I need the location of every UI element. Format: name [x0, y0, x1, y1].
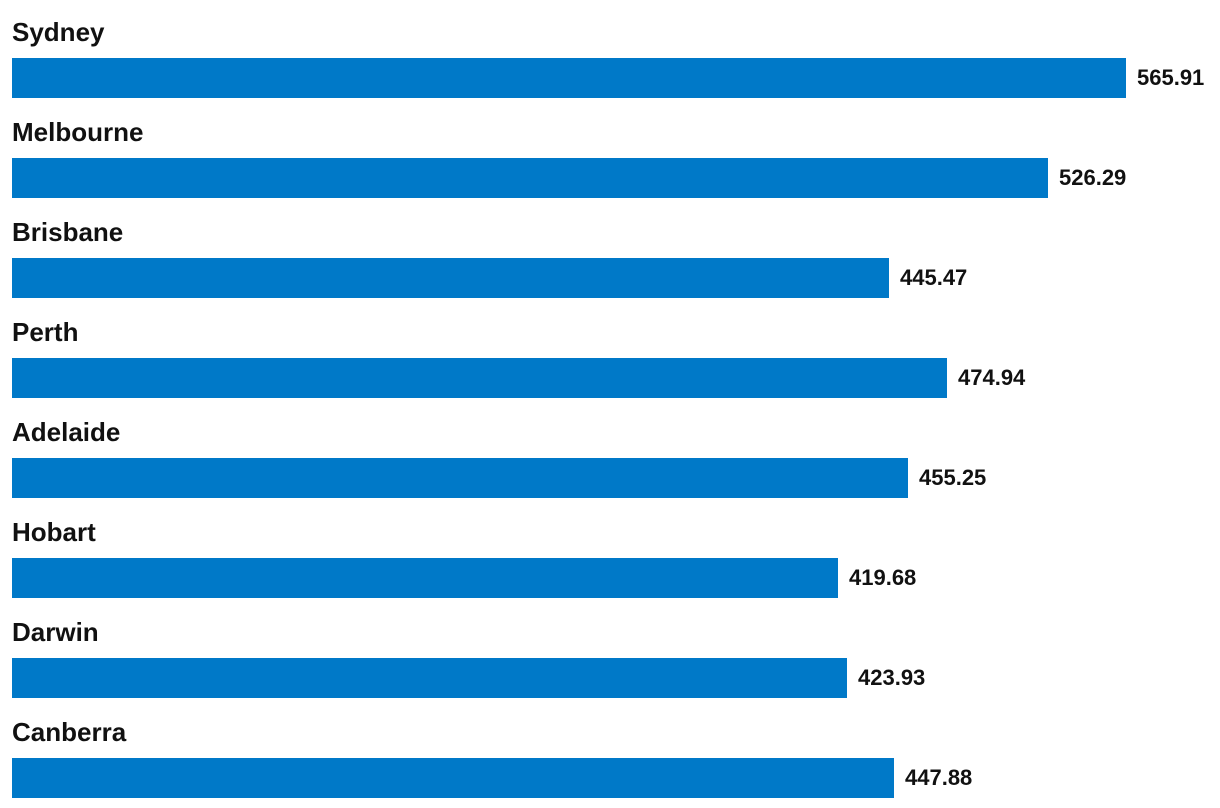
bar — [12, 458, 908, 498]
bar — [12, 158, 1048, 198]
value-label: 447.88 — [905, 765, 973, 790]
value-label: 419.68 — [849, 565, 917, 590]
category-label: Perth — [12, 317, 79, 347]
category-label: Hobart — [12, 517, 96, 547]
bar-row: Melbourne 526.29 — [12, 100, 1212, 200]
category-label: Darwin — [12, 617, 99, 647]
bar-row: Canberra 447.88 — [12, 700, 1212, 800]
bar-row: Darwin 423.93 — [12, 600, 1212, 700]
value-label: 474.94 — [958, 365, 1026, 390]
bar — [12, 558, 838, 598]
bar — [12, 58, 1126, 98]
category-label: Melbourne — [12, 117, 144, 147]
bar — [12, 658, 847, 698]
value-label: 445.47 — [900, 265, 968, 290]
value-label: 455.25 — [919, 465, 987, 490]
bar-row: Hobart 419.68 — [12, 500, 1212, 600]
bar-row: Sydney 565.91 — [12, 0, 1212, 100]
bar-row: Perth 474.94 — [12, 300, 1212, 400]
bar-row: Brisbane 445.47 — [12, 200, 1212, 300]
category-label: Sydney — [12, 17, 105, 47]
bar — [12, 758, 894, 798]
bar — [12, 258, 889, 298]
bar-row: Adelaide 455.25 — [12, 400, 1212, 500]
category-label: Canberra — [12, 717, 127, 747]
category-label: Adelaide — [12, 417, 121, 447]
value-label: 526.29 — [1059, 165, 1127, 190]
category-label: Brisbane — [12, 217, 124, 247]
value-label: 423.93 — [858, 665, 926, 690]
value-label: 565.91 — [1137, 65, 1205, 90]
bar — [12, 358, 947, 398]
